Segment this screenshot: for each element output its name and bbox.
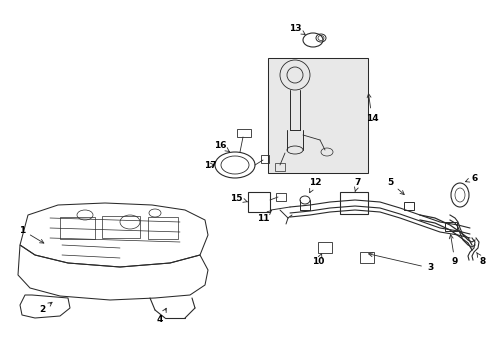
- Bar: [403, 202, 413, 210]
- Text: 14: 14: [365, 94, 378, 122]
- Bar: [102, 216, 140, 238]
- Text: 16: 16: [213, 140, 229, 152]
- Bar: [317, 242, 331, 253]
- Bar: [148, 217, 178, 239]
- Bar: [237, 129, 250, 137]
- Bar: [275, 193, 285, 201]
- Text: 15: 15: [229, 194, 247, 202]
- Bar: [60, 217, 95, 239]
- Bar: [267, 58, 367, 173]
- Text: 5: 5: [386, 177, 404, 194]
- Text: 6: 6: [465, 174, 477, 183]
- Bar: [261, 155, 268, 163]
- Text: 13: 13: [288, 23, 305, 35]
- Text: 1: 1: [19, 225, 44, 243]
- Bar: [247, 192, 269, 212]
- Text: 17: 17: [203, 161, 216, 170]
- Text: 12: 12: [308, 177, 321, 193]
- Bar: [444, 222, 456, 231]
- Bar: [339, 192, 367, 214]
- Text: 9: 9: [448, 235, 457, 266]
- Bar: [359, 252, 373, 263]
- Text: 11: 11: [256, 211, 271, 222]
- Text: 4: 4: [157, 308, 166, 324]
- Text: 3: 3: [368, 253, 432, 273]
- Text: 10: 10: [311, 254, 324, 266]
- Text: 7: 7: [354, 177, 361, 192]
- Text: 8: 8: [476, 252, 485, 266]
- Text: 2: 2: [39, 302, 52, 315]
